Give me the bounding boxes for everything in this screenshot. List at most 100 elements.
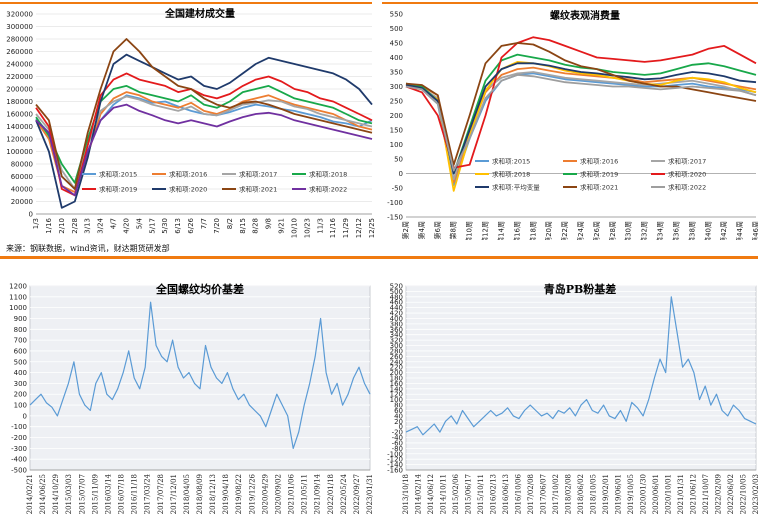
series-line — [405, 61, 757, 192]
x-tick-label: 2018/12/13 — [209, 474, 217, 514]
y-tick-label: 700 — [14, 337, 27, 345]
middle-divider — [0, 256, 758, 259]
x-tick-label: 2023/01/31 — [366, 474, 374, 514]
legend-label: 求和项:2021 — [580, 183, 618, 192]
x-tick-label: 第20周 — [544, 221, 553, 240]
x-tick-label: 2021/01/31 — [677, 474, 685, 514]
y-tick-label: -80 — [392, 445, 403, 453]
x-tick-label: 9/21 — [278, 218, 286, 234]
x-tick-label: 2019/06/01 — [615, 474, 623, 514]
x-tick-label: 10/23 — [303, 218, 311, 238]
legend-label: 求和项:平均变量 — [492, 183, 540, 192]
y-tick-label: 300 — [390, 83, 403, 91]
chart-pb-fines-basis: -160-140-120-100-80-60-40-20020406080100… — [387, 282, 758, 514]
y-tick-label: 450 — [390, 40, 403, 48]
series-line — [35, 72, 373, 197]
x-tick-label: 2016/10/06 — [515, 473, 523, 514]
plot-area — [406, 14, 756, 217]
y-tick-label: 1000 — [9, 304, 27, 312]
legend-label: 求和项:2018 — [492, 170, 530, 179]
x-tick-label: 2022/02/09 — [715, 474, 723, 514]
x-tick-label: 2021/01/06 — [288, 473, 296, 514]
x-tick-label: 2021/06/12 — [690, 474, 698, 514]
y-tick-label: 140 — [390, 385, 403, 393]
legend-label: 求和项:2018 — [309, 170, 347, 179]
x-tick-label: 2/28 — [71, 218, 79, 234]
y-tick-label: 0 — [23, 412, 27, 420]
y-tick-label: -500 — [11, 467, 27, 475]
x-tick-label: 第34周 — [656, 221, 665, 240]
x-tick-label: 2022/06/02 — [727, 474, 735, 514]
y-tick-label: 120 — [390, 391, 403, 399]
x-tick-label: 2020/10/01 — [665, 474, 673, 514]
legend-label: 求和项:2019 — [99, 185, 137, 194]
series-line — [405, 296, 757, 436]
x-tick-label: 2020/01/30 — [640, 474, 648, 514]
x-tick-label: 2018/02/08 — [565, 474, 573, 514]
x-tick-label: 8/2 — [226, 218, 234, 229]
plot-area — [29, 285, 371, 471]
x-tick-label: 4/20 — [122, 218, 130, 234]
chart-title: 螺纹表观消费量 — [550, 9, 620, 22]
y-tick-label: 80000 — [11, 161, 33, 169]
legend-label: 求和项:2022 — [309, 185, 347, 194]
series-line — [35, 103, 373, 197]
x-tick-label: 第26周 — [592, 221, 601, 240]
x-tick-label: 9/8 — [265, 218, 273, 229]
x-tick-label: 11/29 — [342, 218, 350, 238]
x-tick-label: 2017/06/07 — [540, 474, 548, 514]
x-tick-label: 2022/05/24 — [340, 473, 348, 514]
y-tick-label: 800 — [14, 326, 27, 334]
x-tick-label: 6/26 — [187, 217, 195, 233]
chart-rebar-apparent-consumption: -150 -100 -50 0 50 100 150 200 250 300 350 400 450 50… — [387, 9, 758, 240]
y-tick-label: 460 — [390, 299, 403, 307]
chart-panel-rebar-basis: -500 -400 -300 -200 -100 0 100 200 300 400 500 600 7… — [0, 278, 375, 517]
x-tick-label: 2015/11/09 — [91, 474, 99, 514]
y-tick-label: 0 — [399, 170, 403, 178]
legend-label: 求和项:2020 — [169, 185, 207, 194]
y-tick-label: 420 — [390, 310, 403, 318]
y-tick-label: 260 — [390, 353, 403, 361]
x-tick-label: 2020/09/02 — [274, 474, 282, 514]
y-tick-label: 600 — [14, 347, 27, 355]
x-tick-label: 11/3 — [316, 218, 324, 234]
x-tick-label: 2017/12/01 — [170, 474, 178, 514]
legend-label: 求和项:2021 — [239, 185, 277, 194]
x-tick-label: 4/7 — [110, 218, 118, 229]
y-tick-label: 200000 — [6, 86, 33, 94]
y-tick-label: -120 — [387, 456, 403, 464]
x-tick-label: 第38周 — [687, 221, 696, 240]
x-tick-label: 2016/06/13 — [502, 474, 510, 514]
x-tick-label: 5/17 — [148, 218, 156, 234]
x-tick-label: 第46周 — [751, 221, 758, 240]
x-tick-label: 第44周 — [735, 221, 744, 240]
x-tick-label: 2022/01/18 — [327, 474, 335, 514]
x-tick-label: 2014/02/14 — [415, 473, 423, 514]
series-line — [405, 42, 757, 166]
y-tick-label: -400 — [11, 456, 27, 464]
y-tick-label: -40 — [392, 434, 403, 442]
y-tick-label: 100000 — [6, 148, 33, 156]
x-tick-label: 第4周 — [417, 221, 426, 239]
x-tick-label: 2020/06/01 — [652, 474, 660, 514]
y-tick-label: 340 — [390, 331, 403, 339]
legend-label: 求和项:2019 — [580, 170, 618, 179]
legend-label: 求和项:2015 — [99, 170, 137, 179]
series-line — [35, 38, 373, 190]
y-tick-label: 220 — [390, 364, 403, 372]
y-tick-label: -100 — [387, 199, 403, 207]
y-tick-label: -60 — [392, 439, 403, 447]
x-tick-label: 2015/10/11 — [477, 474, 485, 514]
y-tick-label: 400 — [14, 369, 27, 377]
series-line — [29, 301, 371, 449]
x-tick-label: 2017/07/28 — [157, 474, 165, 514]
y-tick-label: 200 — [390, 112, 403, 120]
x-tick-label: 2019/02/01 — [602, 474, 610, 514]
y-tick-label: 400 — [390, 315, 403, 323]
x-tick-label: 2019/10/05 — [627, 474, 635, 514]
chart-title: 全国螺纹均价基差 — [155, 282, 244, 296]
y-tick-label: 120000 — [6, 136, 33, 144]
x-tick-label: 7/7 — [200, 218, 208, 229]
y-tick-label: 160 — [390, 380, 403, 388]
y-tick-label: 250 — [390, 98, 403, 106]
